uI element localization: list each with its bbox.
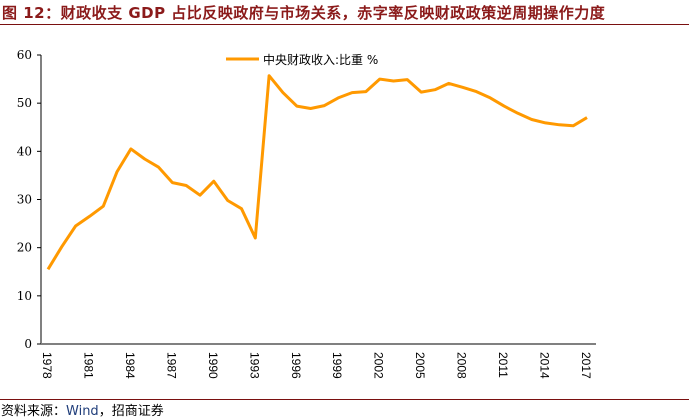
source-suffix: ，招商证券 [98, 404, 164, 419]
x-tick-label: 1978 [40, 352, 54, 379]
x-tick-label: 1981 [81, 352, 95, 379]
source-wind: Wind [66, 404, 99, 419]
x-tick-label: 1996 [289, 352, 303, 379]
y-tick-label: 10 [17, 289, 32, 303]
line-chart: 0 10 20 30 40 50 60 1978 1981 1984 1987 1990 1993 199… [17, 48, 596, 379]
legend-label: 中央财政收入:比重 % [263, 52, 378, 67]
y-tick-label: 40 [17, 144, 32, 158]
x-tick-label: 2008 [455, 352, 469, 379]
x-tick-label: 1984 [123, 352, 137, 379]
x-tick-label: 1993 [247, 352, 261, 379]
source-prefix: 资料来源： [1, 404, 67, 419]
series-line [46, 74, 588, 271]
y-tick-label: 20 [17, 241, 32, 255]
x-tick-label: 1987 [164, 352, 178, 379]
figure-title: 图 12：财政收支 GDP 占比反映政府与市场关系，赤字率反映财政政策逆周期操作… [2, 4, 606, 22]
y-tick-label: 0 [24, 337, 32, 351]
x-tick-label: 1990 [206, 352, 220, 379]
source-note: 资料来源：Wind，招商证券 [1, 400, 164, 419]
y-tick-label: 50 [17, 96, 32, 110]
x-tick-label: 2011 [496, 352, 510, 378]
x-tick-label: 2017 [579, 352, 593, 379]
title-divider [0, 24, 689, 25]
source-divider [0, 399, 689, 400]
x-tick-label: 1999 [330, 352, 344, 379]
y-tick-label: 60 [17, 48, 32, 62]
y-tick-label: 30 [17, 193, 32, 207]
x-tick-label: 2014 [538, 352, 552, 379]
x-tick-label: 2005 [413, 352, 427, 379]
x-tick-label: 2002 [372, 352, 386, 379]
